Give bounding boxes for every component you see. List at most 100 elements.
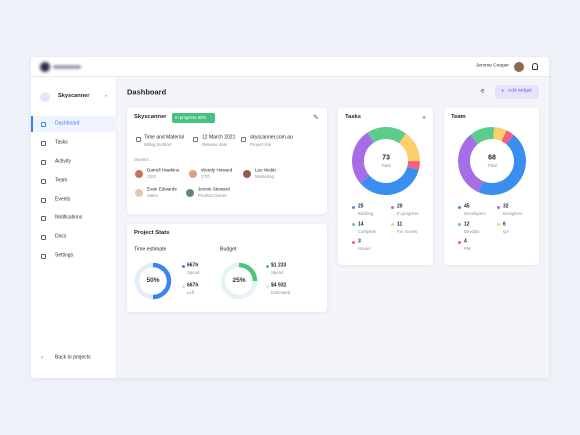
legend-label: Issues xyxy=(358,245,371,251)
legend-value: 3 xyxy=(358,238,361,245)
nav-icon xyxy=(41,159,46,165)
legend-label: Left xyxy=(187,289,195,295)
bell-icon[interactable] xyxy=(532,63,538,70)
back-icon[interactable]: ‹ xyxy=(41,355,43,361)
nav-item[interactable]: Tasks xyxy=(55,139,68,146)
legend-value: 11 xyxy=(397,221,403,227)
legend-dot xyxy=(352,240,355,244)
legend-dot xyxy=(458,223,461,226)
owner-avatar xyxy=(135,189,143,197)
nav-item[interactable]: Docs xyxy=(55,233,67,240)
owner-avatar xyxy=(186,189,194,197)
logo xyxy=(40,62,50,72)
back-link[interactable]: Back to projects xyxy=(55,354,91,361)
legend-dot xyxy=(352,205,355,209)
user-name[interactable]: Jerome Cooper xyxy=(475,63,509,69)
owner-name: Lee Webb xyxy=(255,167,276,173)
legend-label: Developers xyxy=(464,210,486,216)
nav-icon xyxy=(41,121,46,127)
owner-avatar xyxy=(243,170,251,178)
owner-role: CEO xyxy=(147,173,157,179)
chevron[interactable]: ⌄ xyxy=(104,92,109,99)
nav-item[interactable]: Activity xyxy=(55,158,71,165)
status-text: In progress 50% xyxy=(175,114,207,120)
legend-label: Estimated xyxy=(271,289,291,295)
sidebar xyxy=(31,77,117,378)
detail-value: Time and Material xyxy=(144,134,184,141)
nav-icon xyxy=(41,253,46,259)
legend-label: PM xyxy=(464,245,471,251)
legend-label: Spend xyxy=(187,269,200,275)
legend-label: Designers xyxy=(503,210,523,216)
stats-title: Project Stats xyxy=(134,230,170,237)
detail-label: Billing method xyxy=(144,141,171,147)
detail-value: 12 March 2021 xyxy=(202,134,236,141)
owners-title: Owners xyxy=(134,156,149,162)
nav-item[interactable]: Dashboard xyxy=(55,120,80,127)
owner-avatar xyxy=(189,170,197,178)
nav-item[interactable]: Settings xyxy=(55,252,74,259)
legend-dot xyxy=(266,284,269,288)
legend-value: $4 932 xyxy=(271,282,287,289)
legend-dot xyxy=(458,240,461,244)
legend-label: Spend xyxy=(271,269,284,275)
legend-label: DevOps xyxy=(464,228,480,234)
legend-value: 25 xyxy=(358,203,364,210)
nav-icon xyxy=(41,234,46,240)
owner-name: Darrell Hawkins xyxy=(147,167,180,173)
donut-total: 73 xyxy=(382,154,390,162)
legend-value: 20 xyxy=(397,203,403,210)
legend-value: $1 233 xyxy=(271,262,287,269)
tasks-add-icon[interactable]: + xyxy=(422,114,427,122)
nav-icon xyxy=(41,215,46,221)
detail-label: Project link xyxy=(250,141,272,147)
nav-item[interactable]: Notifications xyxy=(55,214,83,221)
owner-name: Jennie Steward xyxy=(198,186,230,192)
logo-text xyxy=(53,65,81,69)
filter-icon[interactable]: ⚟ xyxy=(480,89,486,95)
legend-label: In progress xyxy=(397,210,419,216)
edit-icon[interactable]: ✎ xyxy=(313,114,319,122)
sidebar-project[interactable]: Skyscanner xyxy=(58,93,90,100)
legend-value: 12 xyxy=(464,221,470,227)
page-title: Dashboard xyxy=(127,87,167,97)
legend-value: 6 xyxy=(503,221,506,227)
nav-active-bar xyxy=(31,116,33,132)
detail-icon xyxy=(136,137,141,142)
legend-value: 667h xyxy=(187,282,199,289)
legend-label: QA xyxy=(503,228,510,234)
owner-name: Wendy Howard xyxy=(201,167,233,173)
donut-total: 68 xyxy=(488,154,496,162)
user-avatar[interactable] xyxy=(514,62,524,72)
nav-item[interactable]: Events xyxy=(55,196,71,203)
detail-icon xyxy=(193,137,198,142)
detail-icon xyxy=(241,137,246,142)
plus-icon: + xyxy=(501,89,505,95)
top-bar xyxy=(31,57,549,77)
detail-value: skyscanner.com.au xyxy=(250,134,293,141)
owner-role: Product Owner xyxy=(198,192,227,198)
project-avatar xyxy=(40,92,50,102)
owner-role: Marketing xyxy=(255,173,274,179)
legend-dot xyxy=(391,223,394,226)
progress-label: 50% xyxy=(146,276,160,284)
tasks-title: Tasks xyxy=(345,114,362,121)
legend-label: Complete xyxy=(358,228,377,234)
legend-dot xyxy=(266,264,269,268)
stat-title: Budget xyxy=(220,246,237,253)
legend-value: 4 xyxy=(464,238,467,245)
stats-card xyxy=(127,224,327,312)
detail-label: Release date xyxy=(202,141,228,147)
legend-dot xyxy=(391,205,394,209)
add-widget-button[interactable] xyxy=(495,85,539,99)
legend-dot xyxy=(497,223,500,226)
legend-value: 32 xyxy=(503,203,509,210)
donut-total-label: Total xyxy=(381,162,391,168)
stat-title: Time estimate xyxy=(134,246,167,253)
status-badge xyxy=(172,113,215,123)
legend-label: Backlog xyxy=(358,210,374,216)
nav-icon xyxy=(41,178,46,184)
legend-value: 45 xyxy=(464,203,470,210)
legend-dot xyxy=(182,264,185,268)
nav-item[interactable]: Team xyxy=(55,177,68,184)
